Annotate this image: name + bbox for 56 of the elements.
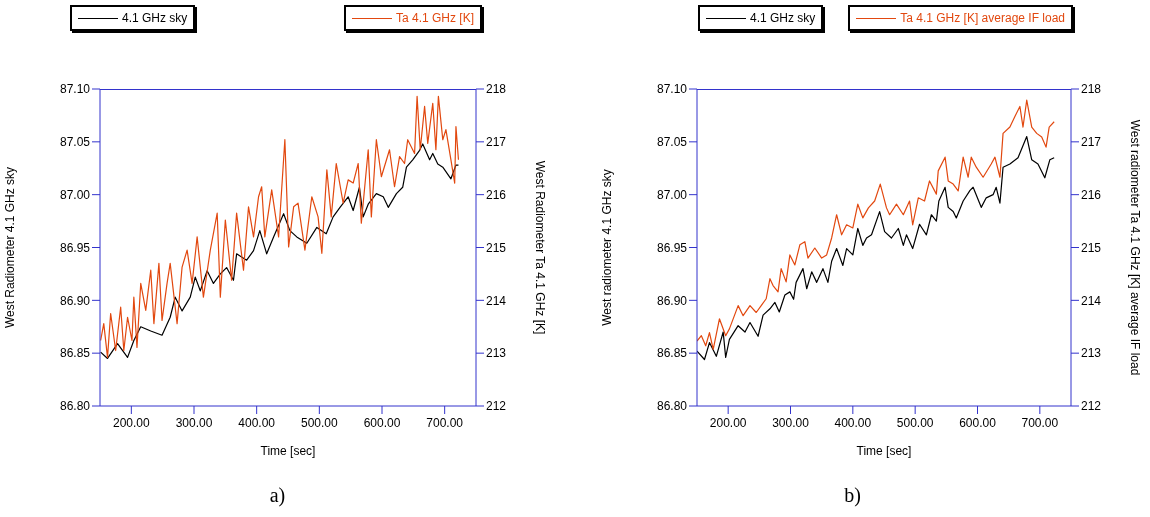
legend-label: 4.1 GHz sky <box>122 11 188 25</box>
y2-tick-label: 218 <box>486 82 507 97</box>
x-tick-label: 700.00 <box>1021 415 1059 430</box>
legend-label: Ta 4.1 GHz [K] average IF load <box>900 11 1065 25</box>
y-tick-label: 86.85 <box>656 346 688 361</box>
y-tick-label: 86.85 <box>59 346 91 361</box>
y2-tick-label: 214 <box>486 293 507 308</box>
y-tick-label: 86.95 <box>656 240 688 255</box>
y-tick-label: 86.90 <box>656 293 688 308</box>
y2-tick-label: 216 <box>1081 187 1102 202</box>
y-axis-title: West Radiometer 4.1 GHz sky <box>3 166 18 329</box>
x-tick-label: 400.00 <box>834 415 872 430</box>
text: b) <box>843 484 862 507</box>
x-axis-title: Time [sec] <box>856 444 912 458</box>
x-tick-label: 500.00 <box>896 415 934 430</box>
line-series <box>697 99 1055 351</box>
y2-axis-title: West radiometer Ta 4.1 GHz [K] average IF load <box>1127 119 1142 376</box>
y-tick-label: 86.90 <box>59 293 91 308</box>
y2-tick-label: 212 <box>1081 399 1102 414</box>
y2-axis-title: West Radiometer Ta 4.1 GHz [K] <box>532 160 547 335</box>
x-tick-label: 600.00 <box>959 415 997 430</box>
line-series <box>100 95 460 358</box>
legend-label: 4.1 GHz sky <box>750 11 816 25</box>
y2-tick-label: 217 <box>486 135 507 150</box>
y-tick-label: 87.10 <box>59 82 91 97</box>
x-tick-label: 300.00 <box>772 415 810 430</box>
y-tick-label: 86.80 <box>59 399 91 414</box>
x-axis-title: Time [sec] <box>260 444 316 458</box>
text: a) <box>268 484 287 507</box>
y2-tick-label: 217 <box>1081 135 1102 150</box>
y2-tick-label: 218 <box>1081 82 1102 97</box>
y-tick-label: 87.05 <box>59 135 91 150</box>
y-tick-label: 87.10 <box>656 82 688 97</box>
x-tick-label: 700.00 <box>426 415 464 430</box>
x-tick-label: 200.00 <box>709 415 747 430</box>
y2-tick-label: 214 <box>1081 293 1102 308</box>
y2-tick-label: 213 <box>486 346 507 361</box>
x-tick-label: 300.00 <box>175 415 213 430</box>
x-tick-label: 500.00 <box>300 415 339 430</box>
y-tick-label: 86.95 <box>59 240 91 255</box>
x-tick-label: 600.00 <box>363 415 401 430</box>
x-tick-label: 200.00 <box>112 415 151 430</box>
y2-tick-label: 212 <box>486 399 507 414</box>
line-series <box>100 143 460 360</box>
y-tick-label: 87.00 <box>656 187 688 202</box>
y-tick-label: 87.00 <box>59 187 91 202</box>
y2-tick-label: 215 <box>1081 240 1102 255</box>
legend-label: Ta 4.1 GHz [K] <box>395 11 474 25</box>
y-axis-title: West radiometer 4.1 GHz sky <box>600 169 615 326</box>
y-tick-label: 87.05 <box>656 135 688 150</box>
x-tick-label: 400.00 <box>238 415 276 430</box>
y-tick-label: 86.80 <box>656 399 688 414</box>
y2-tick-label: 215 <box>486 240 507 255</box>
line-series <box>697 135 1055 361</box>
y2-tick-label: 216 <box>486 187 507 202</box>
y2-tick-label: 213 <box>1081 346 1102 361</box>
